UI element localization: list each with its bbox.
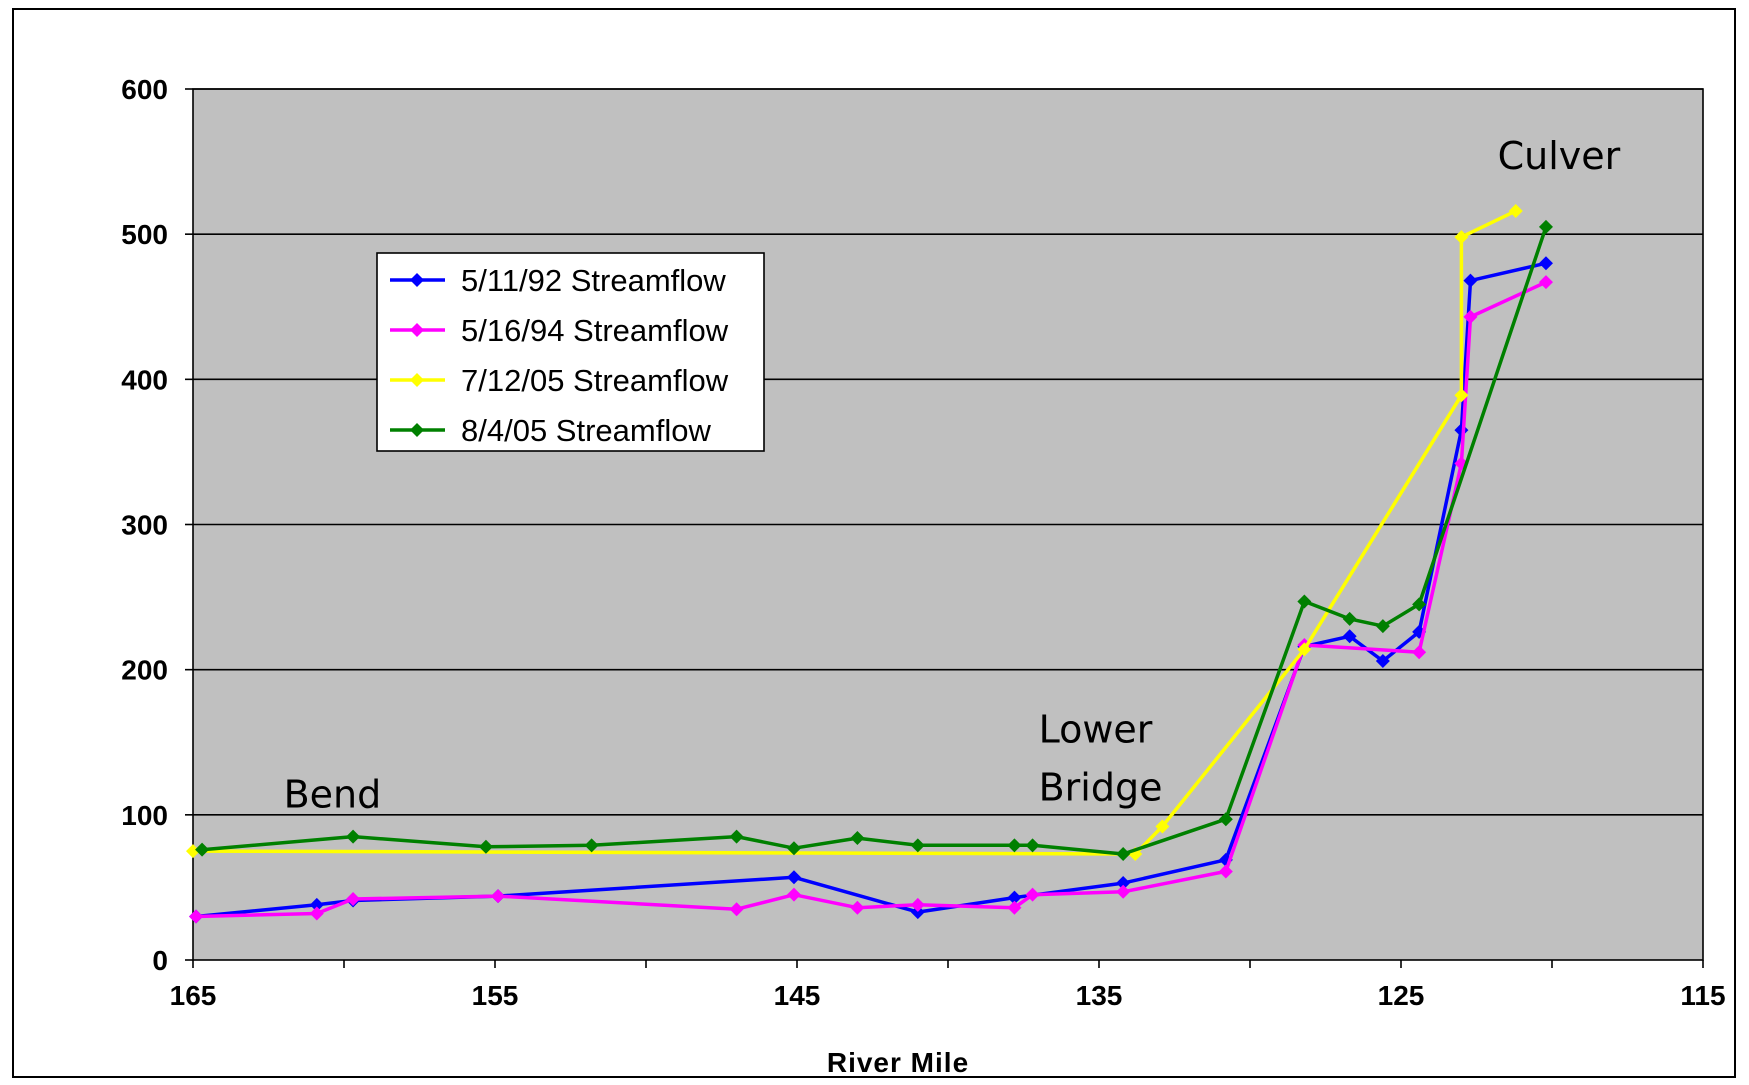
data-point [1454,230,1469,245]
data-point [346,892,361,907]
legend-item: 8/4/05 Streamflow [390,413,711,448]
data-point [1463,309,1478,324]
x-tick-label: 135 [1076,980,1123,1011]
data-point [910,897,925,912]
data-point [850,900,865,915]
data-point [786,841,801,856]
data-point [1412,645,1427,660]
series-8-4-05 [195,219,1553,862]
data-point [1007,890,1022,905]
data-point [1007,838,1022,853]
legend-label: 7/12/05 Streamflow [461,363,729,398]
annotation-culver: Culver [1498,134,1621,178]
data-point [309,897,324,912]
y-tick-label: 400 [121,364,168,395]
data-point [1297,594,1312,609]
data-point [1007,900,1022,915]
legend-label: 5/16/94 Streamflow [461,313,729,348]
data-point [189,909,204,924]
data-point [1116,847,1131,862]
legend-item: 7/12/05 Streamflow [390,363,729,398]
data-point [1116,884,1131,899]
annotations: Bend Lower Bridge Culver [284,134,1621,817]
data-point [1116,876,1131,891]
y-tick-label: 200 [121,655,168,686]
series-7-12-05 [186,203,1523,862]
legend-label: 5/11/92 Streamflow [461,263,726,298]
data-point [1155,819,1170,834]
data-point [1297,642,1312,657]
x-tick-label: 165 [170,980,217,1011]
data-point [478,839,493,854]
data-point [1375,619,1390,634]
x-tick-label: 115 [1680,980,1725,1011]
data-point [1538,219,1553,234]
data-point [346,829,361,844]
data-point [491,889,506,904]
data-point [729,902,744,917]
y-tick-label: 0 [152,945,168,976]
data-point [729,829,744,844]
data-point [786,870,801,885]
data-point [786,887,801,902]
data-point [1375,653,1390,668]
legend-swatch-marker [410,423,424,437]
legend-swatch-marker [410,373,424,387]
y-tick-label: 500 [121,219,168,250]
data-point [1342,611,1357,626]
x-tick-label: 145 [774,980,821,1011]
data-point [1463,273,1478,288]
data-point [195,842,210,857]
annotation-bend: Bend [284,773,382,817]
annotation-bridge: Bridge [1039,765,1163,809]
data-point [850,831,865,846]
data-point [1538,256,1553,271]
data-point [186,844,200,859]
data-point [1508,203,1523,218]
legend-swatch-marker [410,323,424,337]
annotation-lower: Lower [1039,707,1153,751]
legend-label: 8/4/05 Streamflow [461,413,711,448]
x-axis-label: River Mile [827,1047,969,1078]
x-tick-label: 155 [472,980,519,1011]
data-point [910,905,925,920]
data-point [1538,275,1553,290]
y-tick-label: 600 [121,74,168,105]
data-point [1218,864,1233,879]
legend-item: 5/16/94 Streamflow [390,313,729,348]
legend-swatch-marker [410,273,424,287]
series-group [186,203,1553,924]
data-point [584,838,599,853]
legend: 5/11/92 Streamflow 5/16/94 Streamflow 7/12… [376,252,765,452]
x-tick-label: 125 [1378,980,1425,1011]
legend-box [376,252,765,452]
data-point [1218,812,1233,827]
data-point [309,906,324,921]
data-point [1454,388,1469,403]
legend-item: 5/11/92 Streamflow [390,263,726,298]
axes: 0 100 200 300 400 500 600 165 155 145 135 125 115 [121,74,1725,1011]
data-point [1025,887,1040,902]
data-point [1025,838,1040,853]
data-point [910,838,925,853]
data-point [1342,629,1357,644]
y-tick-label: 100 [121,800,168,831]
data-point [1412,597,1427,612]
y-tick-label: 300 [121,510,168,541]
